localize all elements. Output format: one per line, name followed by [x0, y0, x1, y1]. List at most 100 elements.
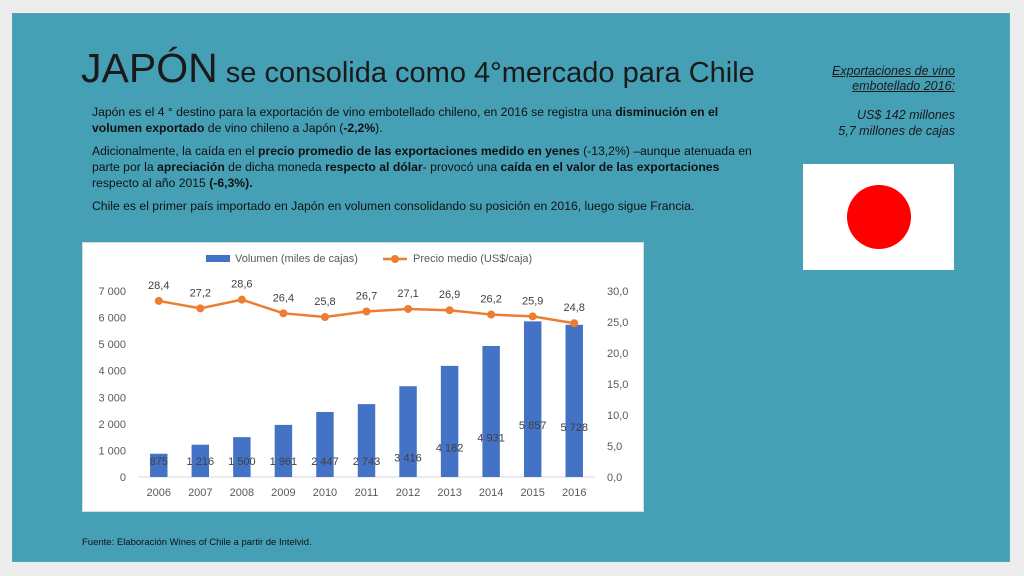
y-left-tick-label: 5 000: [98, 339, 126, 351]
para2-run-9: (-6,3%).: [209, 176, 253, 190]
volume-bar: [482, 345, 500, 477]
legend-price-label: Precio medio (US$/caja): [413, 253, 532, 265]
price-point: [528, 312, 537, 321]
price-data-label: 26,2: [480, 294, 501, 306]
x-tick-label: 2016: [562, 487, 586, 499]
price-point: [196, 304, 205, 313]
y-left-tick-label: 2 000: [98, 419, 126, 431]
price-data-label: 25,9: [522, 295, 543, 307]
price-point: [279, 309, 288, 318]
para1-run-3: -2,2%: [343, 121, 376, 135]
y-left-tick-label: 1 000: [98, 445, 126, 457]
export-values: US$ 142 millones 5,7 millones de cajas: [780, 107, 955, 139]
volume-bar: [150, 453, 168, 477]
y-right-tick-label: 15,0: [607, 379, 628, 391]
para1-run-4: ).: [375, 121, 383, 135]
volume-data-label: 875: [150, 456, 168, 468]
volume-bar: [274, 424, 293, 477]
body-text: Japón es el 4 ° destino para la exportac…: [92, 104, 752, 221]
y-left-tick-label: 3 000: [98, 392, 126, 404]
price-data-label: 26,9: [439, 289, 460, 301]
export-caption-line2: embotellado 2016:: [852, 79, 955, 93]
price-data-label: 25,8: [314, 296, 335, 308]
price-point: [487, 310, 496, 319]
legend-volume-swatch: [206, 255, 230, 262]
x-tick-label: 2007: [188, 487, 212, 499]
para1-run-0: Japón es el 4 ° destino para la exportac…: [92, 105, 616, 119]
volume-data-label: 3 416: [394, 453, 422, 465]
price-point: [570, 319, 579, 328]
volume-data-label: 4 931: [477, 432, 505, 444]
title-country: JAPÓN: [81, 45, 218, 91]
price-data-label: 26,7: [356, 290, 377, 302]
title-subtitle: se consolida como 4°mercado para Chile: [217, 57, 755, 89]
x-tick-label: 2011: [355, 487, 379, 499]
y-right-tick-label: 0,0: [607, 472, 622, 484]
price-data-label: 26,4: [273, 292, 294, 304]
price-point: [154, 296, 163, 305]
volume-data-label: 1 216: [187, 456, 215, 468]
japan-flag-icon: [803, 164, 954, 270]
volume-data-label: 1 961: [270, 456, 298, 468]
x-tick-label: 2015: [520, 487, 544, 499]
volume-data-label: 1 500: [228, 456, 256, 468]
flag-sun-disc: [847, 185, 911, 249]
y-left-tick-label: 6 000: [98, 313, 126, 325]
para2-run-4: de dicha moneda: [224, 160, 326, 174]
x-tick-label: 2006: [147, 487, 171, 499]
volume-bar: [399, 386, 417, 477]
chart-svg: 0 1 000 2 000 3 000 4 000 5 000 6 000 7 000 0,0 5…: [98, 253, 628, 499]
price-data-label: 27,1: [397, 288, 418, 300]
para2-run-5: respecto al dólar: [325, 160, 423, 174]
y-right-tick-label: 30,0: [607, 286, 628, 298]
price-data-label: 27,2: [190, 287, 211, 299]
volume-data-label: 2 743: [353, 456, 381, 468]
x-tick-label: 2010: [313, 487, 337, 499]
volume-data-label: 5 728: [560, 422, 588, 434]
para2-run-2: (-13,2%) –aunque atenuada en parte por l…: [92, 144, 752, 174]
y-left-tick-label: 7 000: [98, 286, 126, 298]
volume-data-label: 4 182: [436, 442, 464, 454]
para1-run-1: disminución en el volumen exportado: [92, 105, 719, 135]
export-caption: Exportaciones de vino embotellado 2016:: [800, 64, 955, 94]
volume-data-label: 5 857: [519, 420, 547, 432]
para3-run-0: Chile es el primer país importado en Jap…: [92, 199, 695, 213]
x-tick-label: 2014: [479, 487, 503, 499]
y-right-tick-label: 25,0: [607, 317, 628, 329]
combo-chart: 0 1 000 2 000 3 000 4 000 5 000 6 000 7 000 0,0 5…: [82, 242, 644, 512]
y-right-tick-label: 5,0: [607, 441, 622, 453]
price-point: [237, 295, 246, 304]
para2-run-3: apreciación: [157, 160, 225, 174]
price-data-label: 28,4: [148, 280, 169, 292]
para2-run-1: precio promedio de las exportaciones med…: [258, 144, 580, 158]
volume-bar: [357, 404, 376, 477]
x-tick-label: 2013: [437, 487, 461, 499]
x-tick-label: 2012: [396, 487, 420, 499]
price-point: [320, 313, 329, 322]
volume-bar: [523, 321, 542, 477]
slide-title: JAPÓN se consolida como 4°mercado para C…: [81, 48, 755, 89]
volume-bar: [565, 324, 583, 477]
volume-bar: [316, 411, 334, 477]
price-point: [404, 304, 413, 313]
export-value-usd: US$ 142 millones: [857, 108, 955, 122]
y-left-tick-label: 4 000: [98, 366, 126, 378]
paragraph-volume: Japón es el 4 ° destino para la exportac…: [92, 104, 752, 136]
y-right-tick-label: 20,0: [607, 348, 628, 360]
price-data-label: 28,6: [231, 279, 252, 291]
para1-run-2: de vino chileno a Japón (: [204, 121, 344, 135]
x-tick-label: 2009: [271, 487, 295, 499]
legend-price-swatch-marker: [391, 255, 399, 263]
x-tick-label: 2008: [230, 487, 254, 499]
para2-run-8: respecto al año 2015: [92, 176, 210, 190]
price-point: [362, 307, 371, 316]
export-caption-line1: Exportaciones de vino: [832, 64, 955, 78]
y-right-tick-label: 10,0: [607, 410, 628, 422]
price-data-label: 24,8: [564, 302, 585, 314]
source-note: Fuente: Elaboración Wines of Chile a par…: [82, 537, 312, 548]
paragraph-price: Adicionalmente, la caída en el precio pr…: [92, 143, 752, 191]
volume-bar: [233, 437, 251, 477]
para2-run-7: caída en el valor de las exportaciones: [500, 160, 720, 174]
price-point: [445, 306, 454, 315]
volume-bar: [440, 365, 459, 477]
